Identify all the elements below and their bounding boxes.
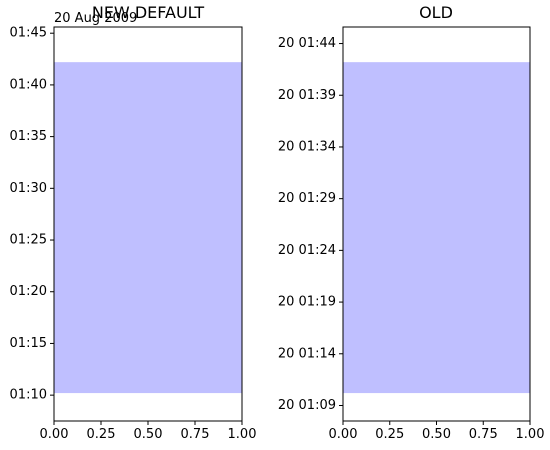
y-tick-label: 01:35 [10, 129, 47, 144]
x-tick-label: 1.00 [516, 427, 545, 442]
y-tick-label: 01:15 [10, 336, 47, 351]
y-tick-label: 20 01:44 [278, 36, 336, 51]
x-axis-ticks: 0.00 0.25 0.50 0.75 1.00 [40, 421, 257, 442]
y-tick-label: 20 01:39 [278, 88, 336, 103]
x-tick-label: 0.25 [87, 427, 116, 442]
axvspan-group [343, 62, 530, 394]
x-tick-label: 0.75 [181, 427, 210, 442]
x-axis-ticks: 0.00 0.25 0.50 0.75 1.00 [329, 421, 545, 442]
y-tick-label: 01:40 [10, 77, 47, 92]
x-tick-label: 0.50 [422, 427, 451, 442]
y-tick-label: 01:20 [10, 284, 47, 299]
y-tick-label: 01:10 [10, 388, 47, 403]
y-tick-label: 20 01:14 [278, 346, 336, 361]
chart-panel-new-default: NEW DEFAULT 01:1001:1501:2001:2501:3001:… [10, 3, 257, 442]
y-tick-label: 20 01:09 [278, 398, 336, 413]
y-tick-label: 20 01:29 [278, 191, 336, 206]
y-axis-ticks: 01:10 01:15 01:20 01:25 01:30 01:35 01:40 01:45 [10, 26, 54, 403]
y-tick-label: 01:25 [10, 233, 47, 248]
y-tick-label: 20 01:24 [278, 243, 336, 258]
x-tick-label: 0.00 [40, 427, 69, 442]
date-offset-label: 20 Aug 2009 [54, 11, 137, 26]
axvspan-area [343, 62, 530, 394]
axvspan-group [54, 62, 242, 394]
y-tick-label: 20 01:34 [278, 139, 336, 154]
x-tick-label: 0.00 [329, 427, 358, 442]
x-tick-label: 0.50 [134, 427, 163, 442]
x-tick-label: 1.00 [228, 427, 257, 442]
x-tick-label: 0.25 [375, 427, 404, 442]
y-tick-label: 20 01:19 [278, 295, 336, 310]
x-tick-label: 0.75 [469, 427, 498, 442]
y-axis-ticks: 20 01:09 20 01:14 20 01:19 20 01:24 20 01:29… [278, 36, 343, 413]
y-tick-label: 01:45 [10, 26, 47, 41]
axvspan-area [54, 62, 242, 394]
y-tick-label: 01:30 [10, 181, 47, 196]
chart-title-old: OLD [419, 3, 453, 22]
chart-title-new-default: NEW DEFAULT [92, 3, 205, 22]
